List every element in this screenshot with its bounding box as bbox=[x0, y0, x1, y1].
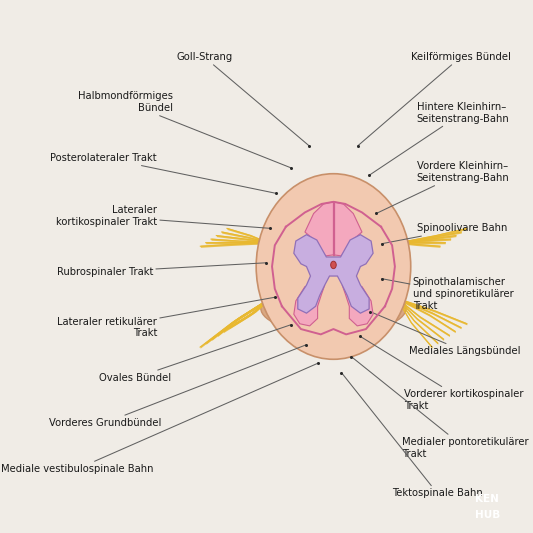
Text: Medialer pontoretikulärer
Trakt: Medialer pontoretikulärer Trakt bbox=[351, 357, 528, 458]
Text: KEN: KEN bbox=[475, 495, 499, 504]
Text: Ovales Bündel: Ovales Bündel bbox=[99, 325, 290, 383]
Text: Vorderes Grundbündel: Vorderes Grundbündel bbox=[49, 345, 306, 428]
Text: Keilförmiges Bündel: Keilförmiges Bündel bbox=[358, 52, 511, 146]
Text: Spinoolivare Bahn: Spinoolivare Bahn bbox=[382, 223, 507, 244]
Text: Mediale vestibulospinale Bahn: Mediale vestibulospinale Bahn bbox=[1, 363, 318, 474]
Text: Goll-Strang: Goll-Strang bbox=[176, 52, 309, 146]
Text: Mediales Längsbündel: Mediales Längsbündel bbox=[370, 312, 520, 357]
Text: Hintere Kleinhirn–
Seitenstrang-Bahn: Hintere Kleinhirn– Seitenstrang-Bahn bbox=[369, 102, 510, 175]
Polygon shape bbox=[305, 202, 362, 256]
Text: Tektospinale Bahn: Tektospinale Bahn bbox=[341, 373, 483, 498]
Text: Posterolateraler Trakt: Posterolateraler Trakt bbox=[51, 153, 276, 193]
Text: Vordere Kleinhirn–
Seitenstrang-Bahn: Vordere Kleinhirn– Seitenstrang-Bahn bbox=[376, 161, 510, 214]
Text: HUB: HUB bbox=[474, 511, 500, 520]
Ellipse shape bbox=[256, 174, 411, 359]
Text: Spinothalamischer
und spinoretikulärer
Trakt: Spinothalamischer und spinoretikulärer T… bbox=[382, 278, 513, 311]
Circle shape bbox=[330, 261, 336, 269]
Text: Halbmondförmiges
Bündel: Halbmondförmiges Bündel bbox=[78, 91, 291, 168]
Polygon shape bbox=[294, 235, 373, 313]
Text: Lateraler
kortikospinaler Trakt: Lateraler kortikospinaler Trakt bbox=[56, 205, 270, 228]
Ellipse shape bbox=[261, 282, 406, 334]
Text: Rubrospinaler Trakt: Rubrospinaler Trakt bbox=[56, 263, 266, 277]
Polygon shape bbox=[342, 285, 373, 326]
Polygon shape bbox=[294, 285, 325, 326]
Text: Lateraler retikulärer
Trakt: Lateraler retikulärer Trakt bbox=[57, 297, 275, 338]
Text: Vorderer kortikospinaler
Trakt: Vorderer kortikospinaler Trakt bbox=[360, 336, 523, 411]
